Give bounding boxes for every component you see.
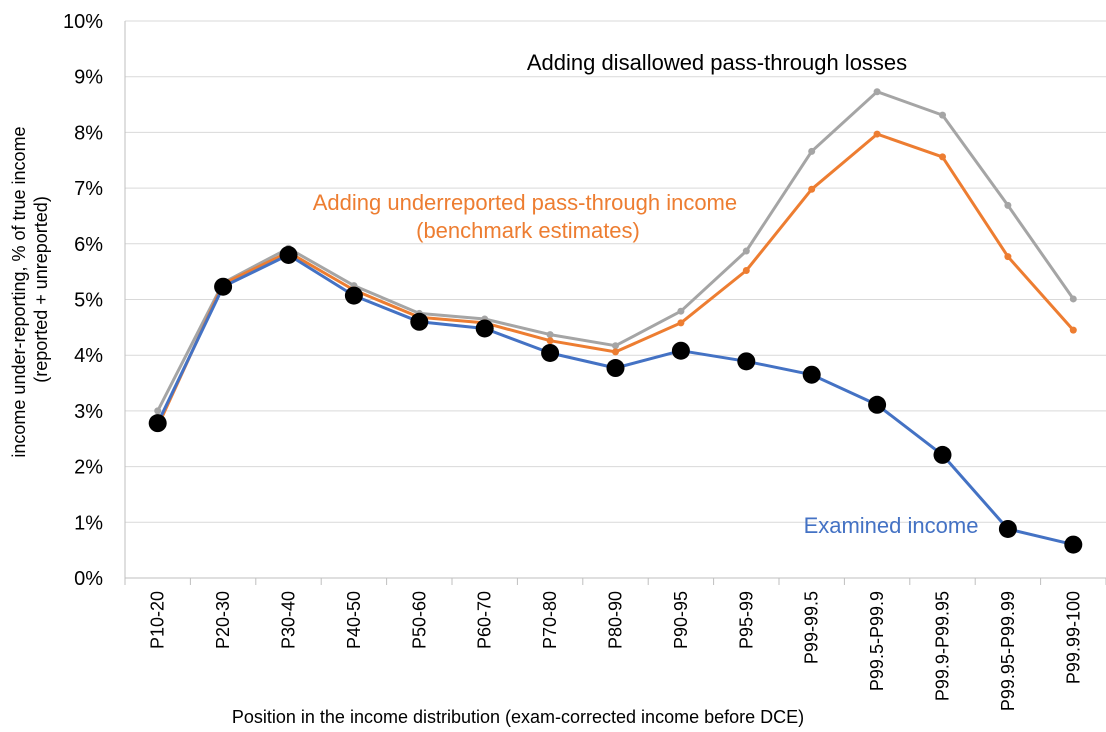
x-tick-label: P99.95-P99.99 (998, 591, 1018, 711)
data-point-examined (214, 277, 233, 296)
data-point-disallowed (546, 331, 554, 339)
data-point-examined (344, 286, 363, 305)
x-tick-label: P30-40 (279, 591, 299, 649)
x-tick-label: P60-70 (475, 591, 495, 649)
data-point-underreported (677, 319, 685, 327)
y-tick-label: 3% (74, 401, 103, 423)
y-axis-ticks: 0% 1% 2% 3% 4% 5% 6% 7% 8% 9% 10% (63, 11, 103, 590)
y-tick-label: 7% (74, 178, 103, 200)
data-point-underreported (612, 348, 619, 356)
data-point-underreported (808, 185, 816, 193)
x-tick-label: P95-99 (736, 591, 756, 649)
x-tick-label: P40-50 (344, 591, 364, 649)
annotation-disallowed-losses: Adding disallowed pass-through losses (527, 50, 907, 75)
x-tick-label: P20-30 (213, 591, 233, 649)
data-point-underreported (742, 267, 750, 275)
x-tick-label: P70-80 (540, 591, 560, 649)
data-point-underreported (873, 130, 881, 138)
x-axis-title: Position in the income distribution (exa… (232, 707, 804, 727)
data-point-examined (410, 312, 429, 331)
x-tick-label: P50-60 (409, 591, 429, 649)
data-point-underreported (1069, 326, 1077, 334)
x-tick-label: P99.9-P99.95 (933, 591, 953, 701)
annotation-examined-income: Examined income (804, 513, 979, 538)
y-tick-label: 0% (74, 568, 103, 590)
y-tick-label: 2% (74, 457, 103, 479)
data-point-underreported (939, 153, 946, 161)
y-tick-label: 6% (74, 234, 103, 256)
x-tick-label: P99.99-100 (1063, 591, 1083, 684)
data-point-examined (1064, 535, 1083, 554)
y-tick-label: 5% (74, 290, 103, 312)
data-point-disallowed (1004, 201, 1012, 209)
y-axis-title: income under-reporting, % of true income… (9, 121, 51, 457)
data-point-examined (737, 352, 756, 371)
gridlines (125, 20, 1106, 523)
data-point-examined (933, 445, 952, 464)
y-tick-label: 9% (74, 67, 103, 89)
x-tick-label: P80-90 (606, 591, 626, 649)
y-axis-title-line1: income under-reporting, % of true income (9, 126, 29, 457)
data-point-disallowed (612, 342, 619, 350)
y-tick-label: 4% (74, 345, 103, 367)
data-point-examined (802, 365, 821, 384)
data-point-examined (868, 395, 887, 414)
data-point-examined (998, 519, 1017, 538)
y-tick-label: 8% (74, 122, 103, 144)
data-point-disallowed (1069, 295, 1077, 303)
series-line-examined (156, 253, 1074, 547)
x-tick-label: P99.5-P99.9 (867, 591, 887, 691)
data-point-disallowed (742, 247, 750, 255)
data-point-disallowed (939, 111, 946, 119)
series-lines (148, 88, 1083, 554)
x-tick-label: P10-20 (148, 591, 168, 649)
y-tick-label: 1% (74, 512, 103, 534)
data-point-examined (541, 343, 560, 362)
data-point-underreported (1004, 253, 1012, 261)
data-point-disallowed (154, 407, 162, 415)
data-point-disallowed (873, 88, 881, 96)
x-axis: P10-20 P20-30 P30-40 P40-50 P50-60 P60-70 P70-… (124, 21, 1106, 711)
data-point-examined (475, 319, 494, 338)
annotation-underreported-income: Adding underreported pass-through income… (313, 190, 744, 243)
data-point-examined (671, 341, 690, 360)
x-tick-label: P99-99.5 (802, 591, 822, 664)
data-point-examined (279, 245, 298, 264)
annotation-underreported-line1: Adding underreported pass-through income (313, 190, 737, 215)
data-point-examined (148, 414, 167, 433)
data-point-disallowed (808, 147, 816, 155)
series-line-underreported (156, 132, 1075, 428)
data-point-underreported (546, 337, 554, 345)
y-axis-title-line2: (reported + unreported) (31, 196, 51, 383)
data-point-examined (606, 359, 625, 378)
y-tick-label: 10% (63, 11, 103, 33)
x-tick-label: P90-95 (671, 591, 691, 649)
data-point-disallowed (677, 307, 685, 315)
annotation-underreported-line2: (benchmark estimates) (416, 218, 640, 243)
